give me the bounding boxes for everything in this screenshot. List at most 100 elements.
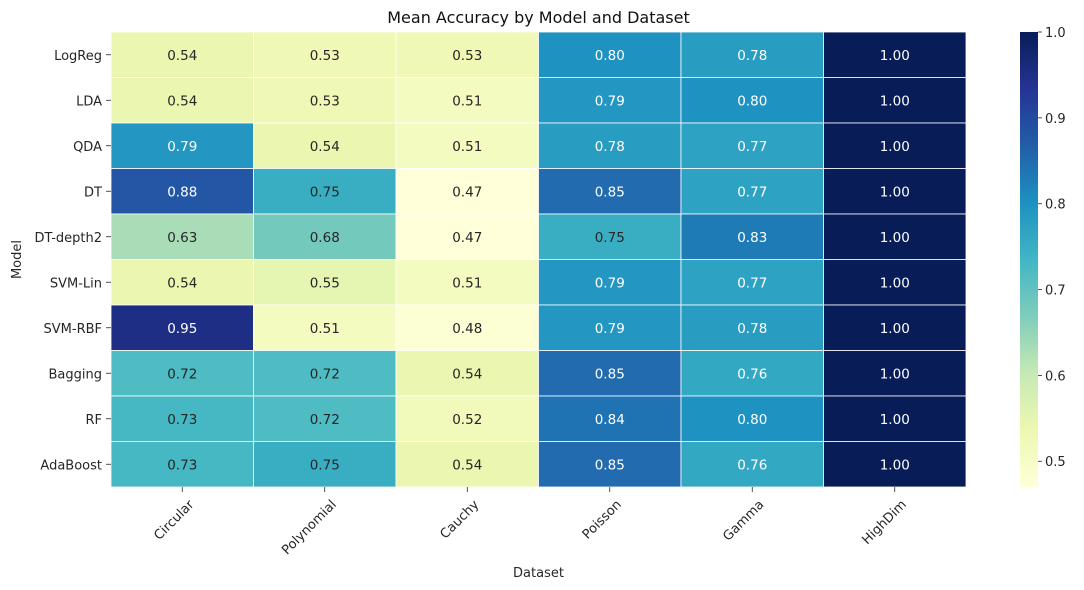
cell-value-label: 0.68: [310, 230, 340, 246]
x-tick-label-polynomial: Polynomial: [279, 497, 340, 558]
colorbar: 0.5 0.6 0.7 0.8 0.9 1.0: [1020, 26, 1066, 487]
cell-value-label: 0.53: [310, 93, 340, 109]
heatmap-cell-lda-polynomial: [253, 77, 397, 124]
heatmap-cell-bagging-cauchy: [395, 350, 539, 397]
cell-value-label: 0.52: [452, 412, 482, 428]
cell-value-label: 0.53: [310, 48, 340, 64]
cell-value-label: 0.85: [595, 457, 625, 473]
heatmap-cell-svm-rbf-highdim: [823, 304, 967, 351]
heatmap-cell-logreg-gamma: [680, 31, 824, 78]
heatmap-cell-logreg-highdim: [823, 31, 967, 78]
heatmap-cell-logreg-cauchy: [395, 31, 539, 78]
heatmap-cell-svm-rbf-cauchy: [395, 304, 539, 351]
cell-value-label: 0.79: [595, 275, 625, 291]
colorbar-tick-label: 0.6: [1045, 369, 1066, 384]
x-tick-label-gamma: Gamma: [720, 497, 767, 544]
x-tick-label-circular: Circular: [151, 497, 197, 543]
y-axis-tick-labels: LogReg LDA QDA DT DT-depth2 SVM-Lin SVM-RBF Bag…: [34, 49, 111, 473]
y-tick-label-bagging: Bagging: [49, 367, 103, 382]
cell-value-label: 1.00: [880, 412, 910, 428]
cell-value-label: 1.00: [880, 48, 910, 64]
cell-value-label: 0.54: [310, 139, 340, 155]
cell-value-label: 0.54: [167, 48, 197, 64]
heatmap-cell-dt-cauchy: [395, 168, 539, 215]
cell-value-label: 0.54: [452, 366, 482, 382]
cell-value-label: 0.85: [595, 184, 625, 200]
heatmap-cell-dt-depth2-gamma: [680, 213, 824, 260]
cell-value-label: 0.78: [737, 321, 767, 337]
cell-value-label: 0.72: [167, 366, 197, 382]
cell-value-label: 0.77: [737, 184, 767, 200]
cell-value-label: 1.00: [880, 93, 910, 109]
heatmap-cell-rf-gamma: [680, 395, 824, 442]
cell-value-label: 0.84: [595, 412, 625, 428]
chart-title: Mean Accuracy by Model and Dataset: [387, 8, 690, 27]
cell-value-label: 0.80: [595, 48, 625, 64]
heatmap-cell-dt-depth2-cauchy: [395, 213, 539, 260]
heatmap-cell-bagging-poisson: [538, 350, 682, 397]
cell-value-label: 0.88: [167, 184, 197, 200]
y-axis-label: Model: [10, 240, 25, 279]
cell-value-label: 0.75: [310, 184, 340, 200]
cell-value-label: 0.47: [452, 184, 482, 200]
heatmap-cell-qda-poisson: [538, 122, 682, 169]
heatmap-cell-dt-polynomial: [253, 168, 397, 215]
heatmap-cells: [110, 31, 967, 488]
heatmap-cell-dt-depth2-poisson: [538, 213, 682, 260]
cell-value-label: 0.83: [737, 230, 767, 246]
cell-value-label: 0.85: [595, 366, 625, 382]
cell-value-label: 0.53: [452, 48, 482, 64]
heatmap-cell-logreg-circular: [110, 31, 254, 78]
heatmap-cell-svm-lin-highdim: [823, 259, 967, 306]
heatmap-cell-lda-highdim: [823, 77, 967, 124]
heatmap-cell-qda-highdim: [823, 122, 967, 169]
heatmap-cell-bagging-highdim: [823, 350, 967, 397]
heatmap-cell-rf-circular: [110, 395, 254, 442]
cell-value-label: 0.77: [737, 139, 767, 155]
cell-value-label: 0.47: [452, 230, 482, 246]
heatmap-cell-dt-depth2-circular: [110, 213, 254, 260]
colorbar-tick-label: 0.5: [1045, 455, 1066, 470]
cell-value-label: 0.54: [167, 275, 197, 291]
heatmap-cell-svm-rbf-poisson: [538, 304, 682, 351]
colorbar-tick-label: 1.0: [1045, 26, 1066, 41]
heatmap-cell-dt-poisson: [538, 168, 682, 215]
x-tick-label-poisson: Poisson: [580, 497, 625, 542]
y-tick-label-svm-rbf: SVM-RBF: [44, 322, 102, 337]
heatmap-cell-qda-polynomial: [253, 122, 397, 169]
y-tick-label-qda: QDA: [73, 140, 102, 155]
heatmap-cell-adaboost-circular: [110, 441, 254, 488]
heatmap-cell-rf-polynomial: [253, 395, 397, 442]
cell-value-label: 0.76: [737, 366, 767, 382]
heatmap-cell-logreg-poisson: [538, 31, 682, 78]
x-axis-label: Dataset: [513, 566, 564, 581]
heatmap-cell-qda-gamma: [680, 122, 824, 169]
heatmap-cell-svm-lin-gamma: [680, 259, 824, 306]
cell-value-label: 0.79: [595, 93, 625, 109]
heatmap-cell-svm-rbf-circular: [110, 304, 254, 351]
heatmap-cell-qda-cauchy: [395, 122, 539, 169]
cell-value-label: 0.77: [737, 275, 767, 291]
cell-value-label: 0.75: [595, 230, 625, 246]
y-tick-label-svm-lin: SVM-Lin: [50, 276, 102, 291]
colorbar-gradient: [1020, 32, 1038, 487]
cell-value-label: 0.80: [737, 93, 767, 109]
cell-value-label: 1.00: [880, 321, 910, 337]
cell-value-label: 0.79: [595, 321, 625, 337]
heatmap-cell-bagging-gamma: [680, 350, 824, 397]
heatmap-cell-adaboost-cauchy: [395, 441, 539, 488]
cell-value-label: 0.55: [310, 275, 340, 291]
cell-value-label: 1.00: [880, 457, 910, 473]
cell-value-label: 1.00: [880, 139, 910, 155]
cell-value-label: 0.54: [452, 457, 482, 473]
colorbar-tick-label: 0.9: [1045, 112, 1066, 127]
cell-value-label: 0.78: [595, 139, 625, 155]
heatmap-cell-logreg-polynomial: [253, 31, 397, 78]
y-tick-label-adaboost: AdaBoost: [40, 458, 102, 473]
cell-value-label: 0.73: [167, 457, 197, 473]
cell-value-label: 0.63: [167, 230, 197, 246]
colorbar-tick-label: 0.7: [1045, 284, 1066, 299]
heatmap-cell-dt-gamma: [680, 168, 824, 215]
cell-value-label: 0.79: [167, 139, 197, 155]
